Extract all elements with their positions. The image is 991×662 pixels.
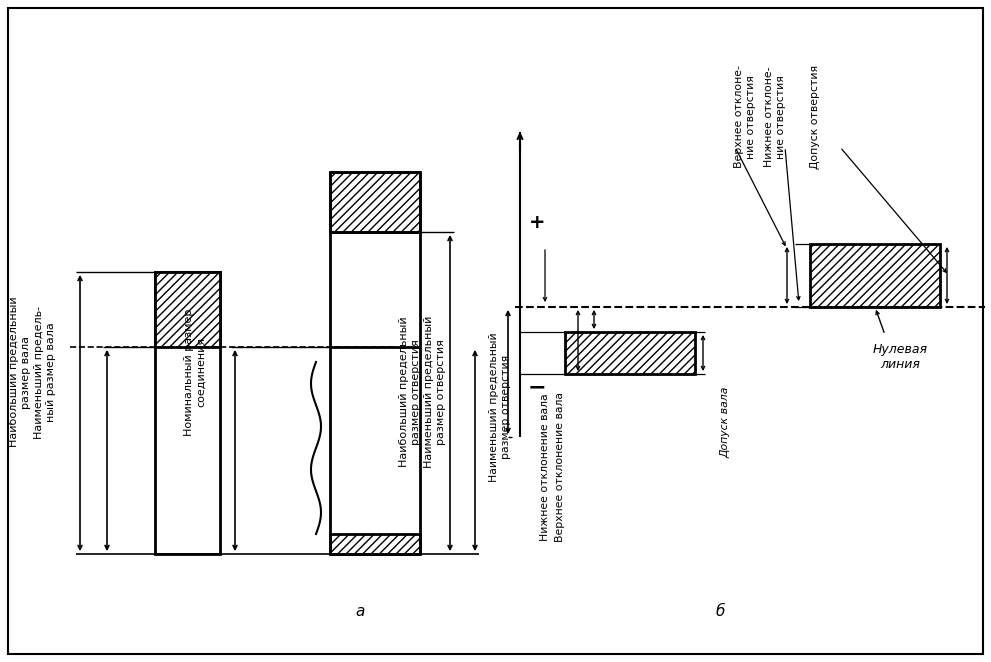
Text: Нижнее отклоне-
ние отверстия: Нижнее отклоне- ние отверстия: [764, 67, 786, 167]
Text: −: −: [527, 377, 546, 397]
Text: Номинальный размер
соединения: Номинальный размер соединения: [184, 308, 206, 436]
Bar: [330, 172, 420, 232]
Text: б: б: [716, 604, 724, 620]
Text: Нулевая
линия: Нулевая линия: [872, 343, 928, 371]
Text: Допуск отверстия: Допуск отверстия: [810, 65, 820, 169]
Text: Наименьший предель-
ный размер вала: Наименьший предель- ный размер вала: [35, 305, 55, 438]
Bar: [155, 272, 220, 554]
Text: Наибольший предельный
размер отверстия: Наибольший предельный размер отверстия: [399, 316, 421, 467]
Text: +: +: [529, 213, 545, 232]
Bar: [565, 332, 695, 374]
Text: Верхнее отклонение вала: Верхнее отклонение вала: [555, 392, 565, 542]
Text: а: а: [356, 604, 365, 620]
Bar: [330, 534, 420, 554]
Bar: [155, 272, 220, 347]
Text: Верхнее отклоне-
ние отверстия: Верхнее отклоне- ние отверстия: [734, 66, 756, 168]
Text: Нижнее отклонение вала: Нижнее отклонение вала: [540, 393, 550, 541]
Text: Допуск вала: Допуск вала: [720, 387, 730, 457]
Bar: [810, 244, 940, 307]
Text: Наибольший предельный
размер вала: Наибольший предельный размер вала: [9, 297, 31, 448]
Text: Наименьший предельный
размер отверстия: Наименьший предельный размер отверстия: [490, 332, 510, 482]
Text: Наименьший предельный
размер отверстия: Наименьший предельный размер отверстия: [424, 316, 446, 468]
